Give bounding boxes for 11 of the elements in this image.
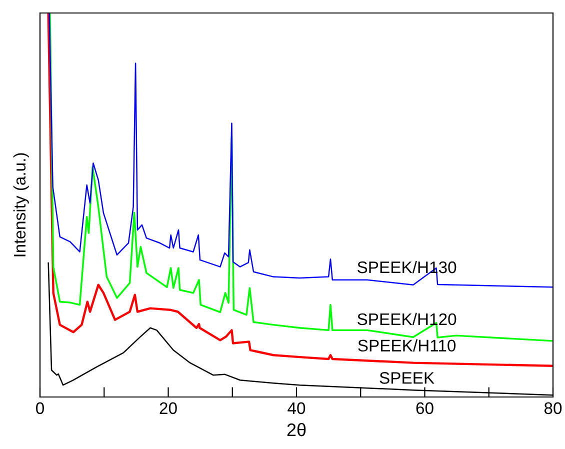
series-label: SPEEK/H130 <box>358 260 456 274</box>
series-label: SPEEK <box>380 372 434 384</box>
series-label: SPEEK/H110 <box>358 339 456 352</box>
x-tick-label: 60 <box>416 402 434 414</box>
x-tick-label: 0 <box>36 402 44 414</box>
x-tick-label: 20 <box>160 402 177 414</box>
x-axis-title: 2θ <box>287 422 306 436</box>
x-tick-label: 40 <box>288 402 306 414</box>
series-label: SPEEK/H120 <box>358 312 456 326</box>
y-axis-title: Intensity (a.u.) <box>13 153 29 256</box>
x-tick-label: 80 <box>544 402 562 414</box>
